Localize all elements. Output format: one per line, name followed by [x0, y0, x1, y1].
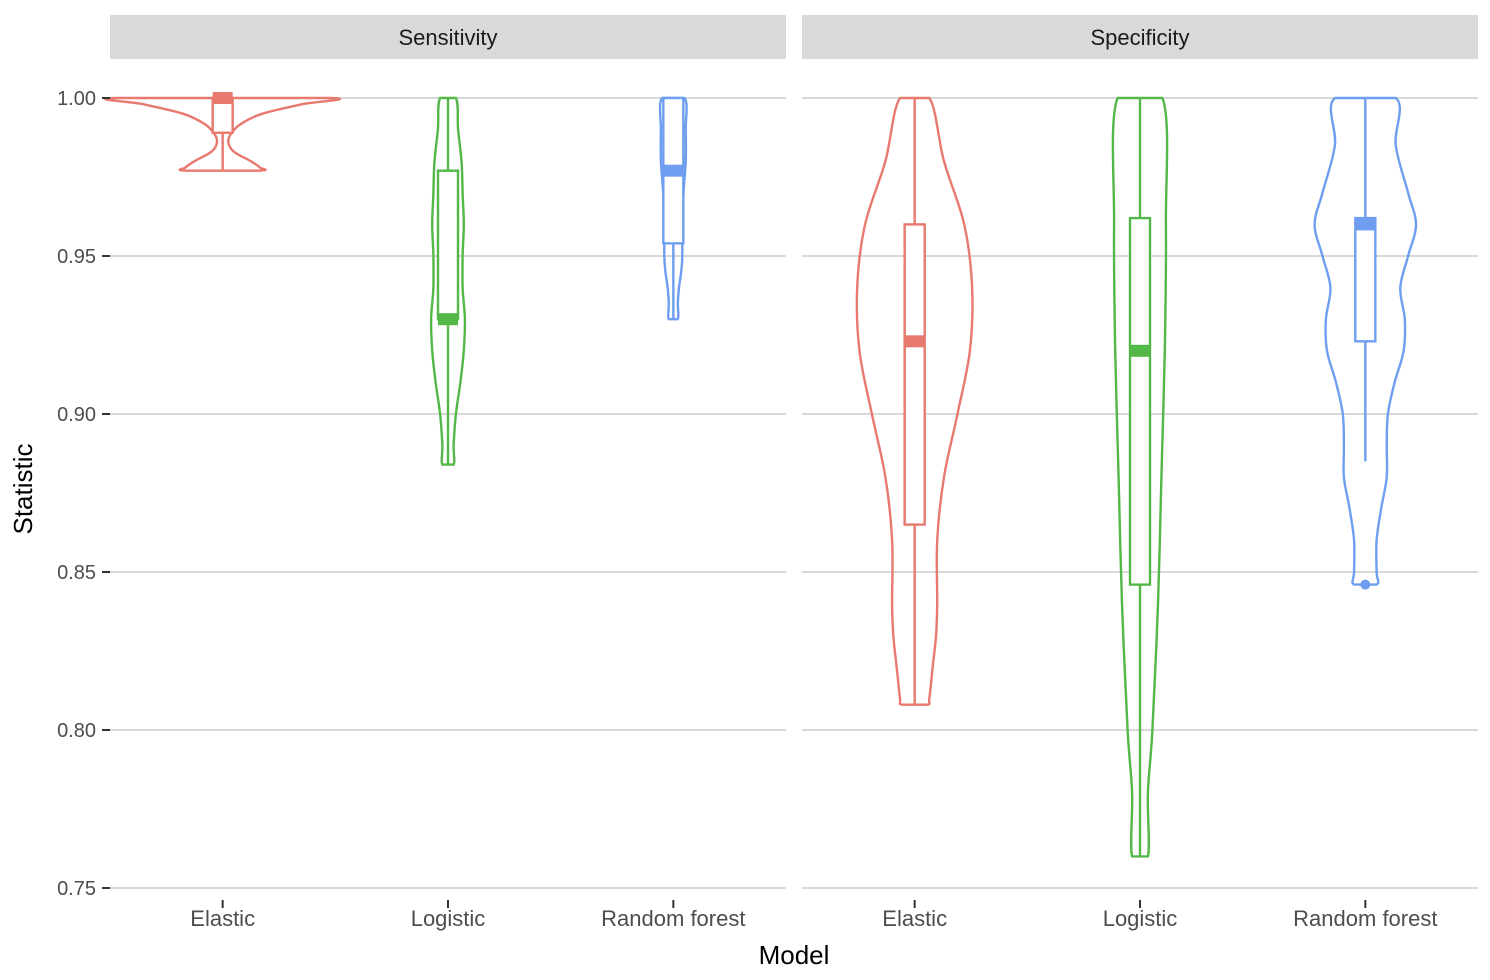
box-iqr [1128, 216, 1152, 586]
facet-strips: Sensitivity Specificity [110, 15, 1478, 59]
violin-marks [104, 92, 1418, 858]
x-tick-label: Random forest [1293, 906, 1437, 931]
grid-layer [110, 97, 1478, 889]
facet-strip [802, 15, 1478, 59]
box-median [663, 164, 684, 177]
violin-outline [855, 96, 974, 706]
facet-strip [110, 15, 786, 59]
violin-outline [429, 96, 467, 466]
box-iqr [436, 169, 460, 321]
box-median [904, 335, 925, 348]
box-median [1355, 218, 1376, 231]
violin-outline [1111, 96, 1169, 858]
y-tick-label: 0.80 [57, 720, 96, 742]
box-median [438, 313, 458, 326]
x-tick-label: Logistic [1103, 906, 1178, 931]
y-tick-label: 1.00 [57, 88, 96, 110]
x-tick-label: Elastic [882, 906, 947, 931]
facet-label: Sensitivity [398, 25, 497, 50]
facet-label: Specificity [1090, 25, 1189, 50]
y-tick-label: 0.95 [57, 246, 96, 268]
x-tick-label: Elastic [190, 906, 255, 931]
y-axis-title: Statistic [8, 443, 38, 534]
y-tick-label: 0.75 [57, 878, 96, 900]
box-iqr [903, 223, 926, 526]
y-tick-label: 0.90 [57, 404, 96, 426]
violin-outline [104, 96, 341, 172]
x-tick-label: Logistic [411, 906, 486, 931]
y-tick-label: 0.85 [57, 562, 96, 584]
axes-layer: 0.75 0.80 0.85 0.90 0.95 1.00 Elastic Logistic R… [57, 88, 1437, 931]
x-axis-title: Model [759, 940, 830, 970]
x-tick-label: Random forest [601, 906, 745, 931]
box-median [212, 92, 233, 104]
box-iqr [1354, 216, 1377, 343]
violin-outline [1313, 96, 1418, 586]
box-median [1130, 344, 1150, 357]
outlier-point [1360, 579, 1371, 590]
